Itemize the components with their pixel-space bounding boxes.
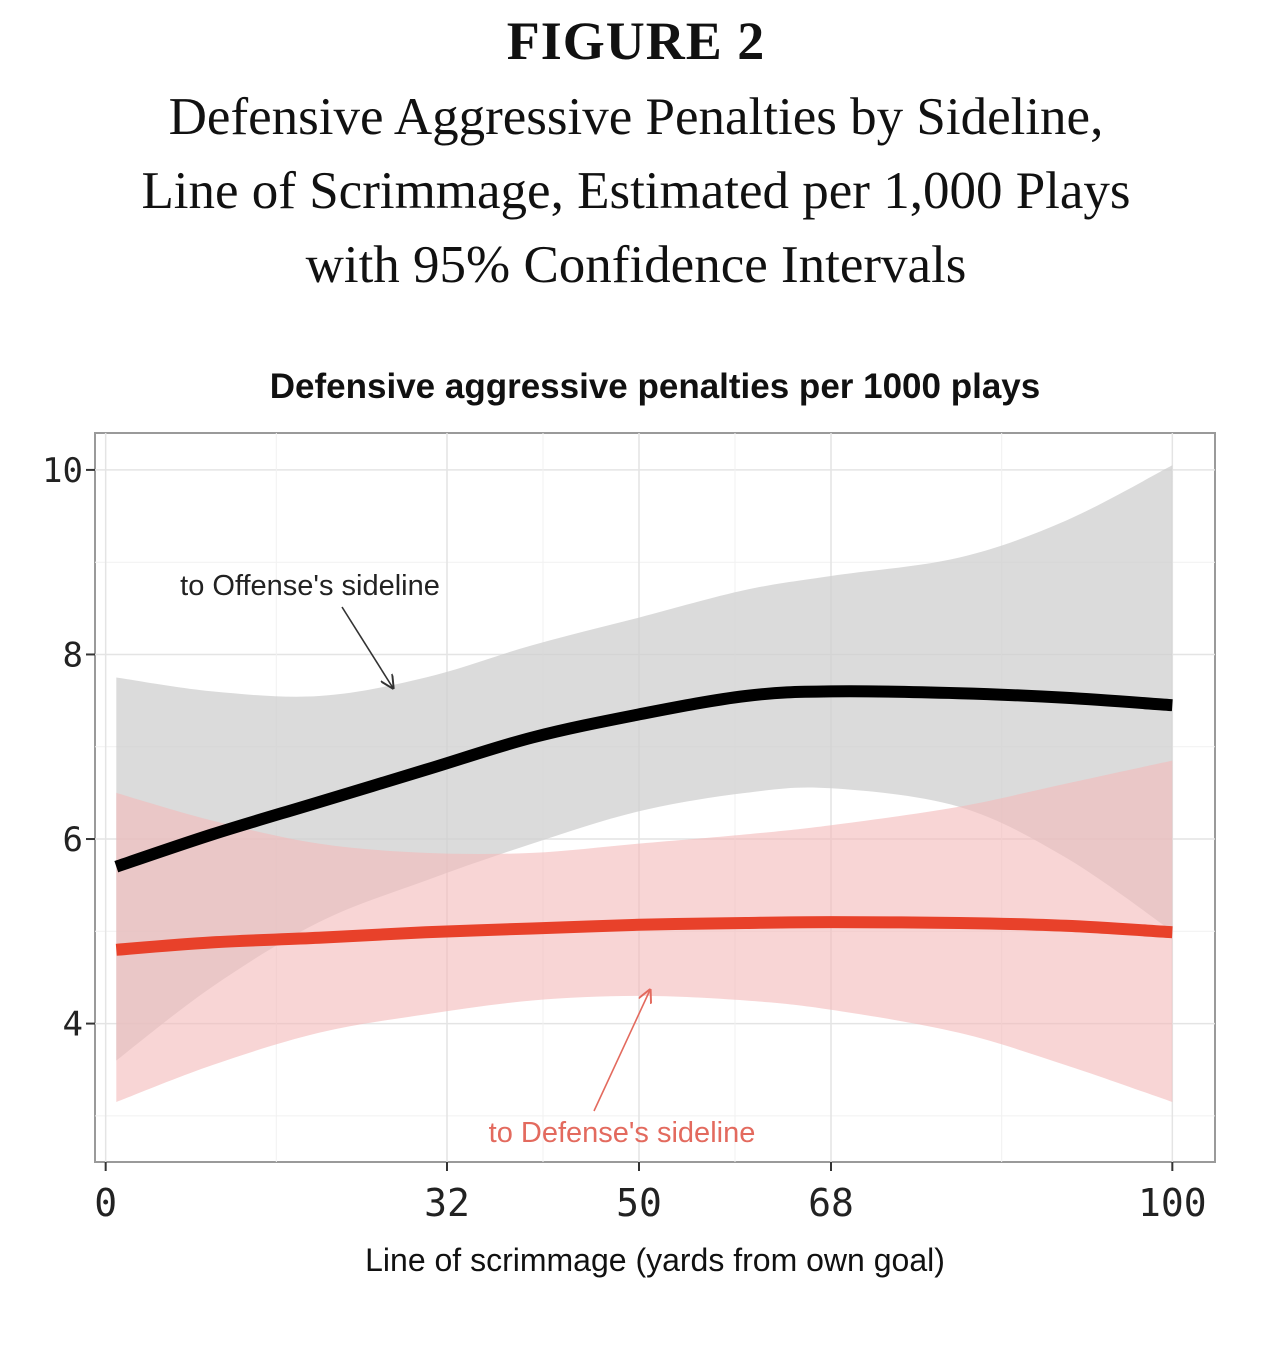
annotation-defense: to Defense's sideline [489,990,756,1149]
annotation-defense-label: to Defense's sideline [489,1117,756,1149]
annotation-defense-arrow [593,990,650,1112]
annotation-offense: to Offense's sideline [180,570,440,688]
confidence-bands [116,465,1173,1102]
chart-title: Defensive aggressive penalties per 1000 … [270,367,1040,406]
y-tick-label: 10 [42,451,83,491]
y-tick-label: 8 [63,635,83,675]
caption-line-1: Defensive Aggressive Penalties by Sideli… [168,88,1104,146]
series-lines [114,685,1173,956]
ci-band-offense [116,465,1173,1061]
annotation-offense-label: to Offense's sideline [180,570,440,602]
annotation-offense-arrow [341,606,393,688]
caption-line-3: with 95% Confidence Intervals [305,236,967,294]
caption-line-2: Line of Scrimmage, Estimated per 1,000 P… [141,162,1131,220]
figure-caption: Defensive Aggressive Penalties by Sideli… [0,80,1272,302]
ci-band-defense [116,760,1173,1102]
figure-number: FIGURE 2 [506,11,766,71]
y-tick-label: 4 [63,1005,83,1045]
series-line-defense [115,916,1173,956]
x-tick-label: 100 [1138,1181,1207,1225]
x-axis-label: Line of scrimmage (yards from own goal) [365,1242,945,1278]
x-tick-label: 32 [424,1181,470,1225]
x-tick-label: 0 [94,1181,117,1225]
series-line-offense [114,685,1173,873]
y-tick-label: 6 [63,820,83,860]
x-tick-label: 68 [808,1181,854,1225]
x-tick-label: 50 [616,1181,662,1225]
